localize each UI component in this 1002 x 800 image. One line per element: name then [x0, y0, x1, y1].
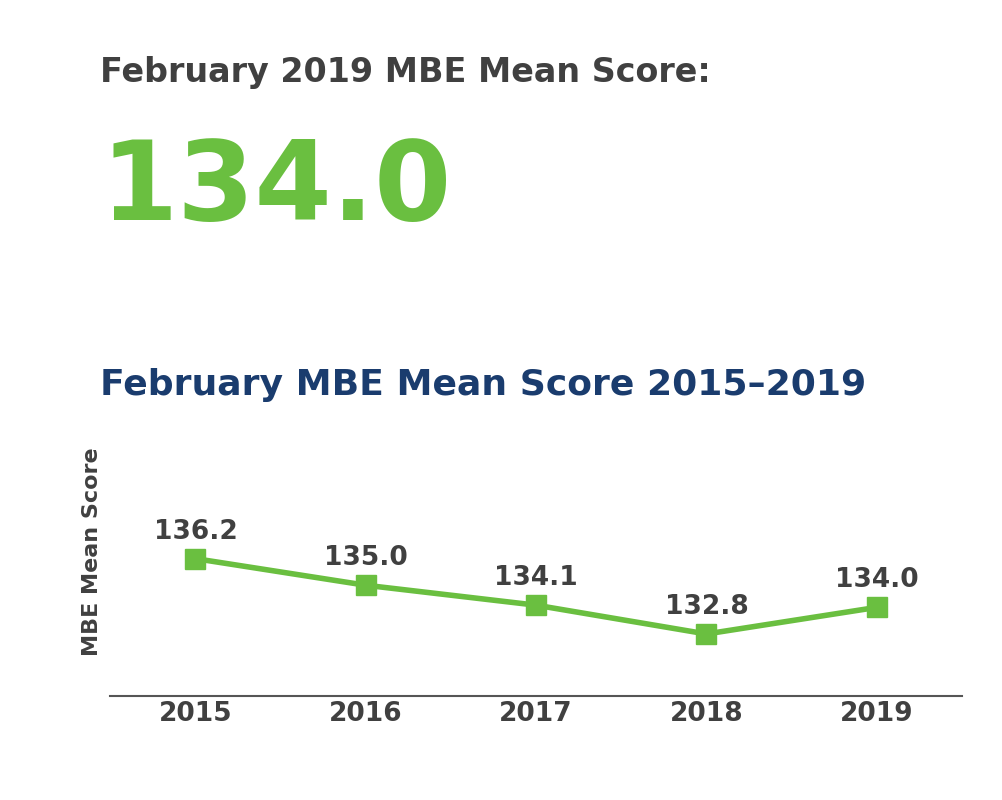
- Text: 134.0: 134.0: [835, 567, 919, 594]
- Text: February 2019 MBE Mean Score:: February 2019 MBE Mean Score:: [100, 56, 711, 89]
- Text: 135.0: 135.0: [324, 546, 408, 571]
- Text: 134.0: 134.0: [100, 136, 452, 243]
- Y-axis label: MBE Mean Score: MBE Mean Score: [82, 448, 102, 656]
- Text: February MBE Mean Score 2015–2019: February MBE Mean Score 2015–2019: [100, 368, 867, 402]
- Text: 136.2: 136.2: [153, 518, 237, 545]
- Text: 132.8: 132.8: [664, 594, 748, 620]
- Text: 134.1: 134.1: [494, 566, 578, 591]
